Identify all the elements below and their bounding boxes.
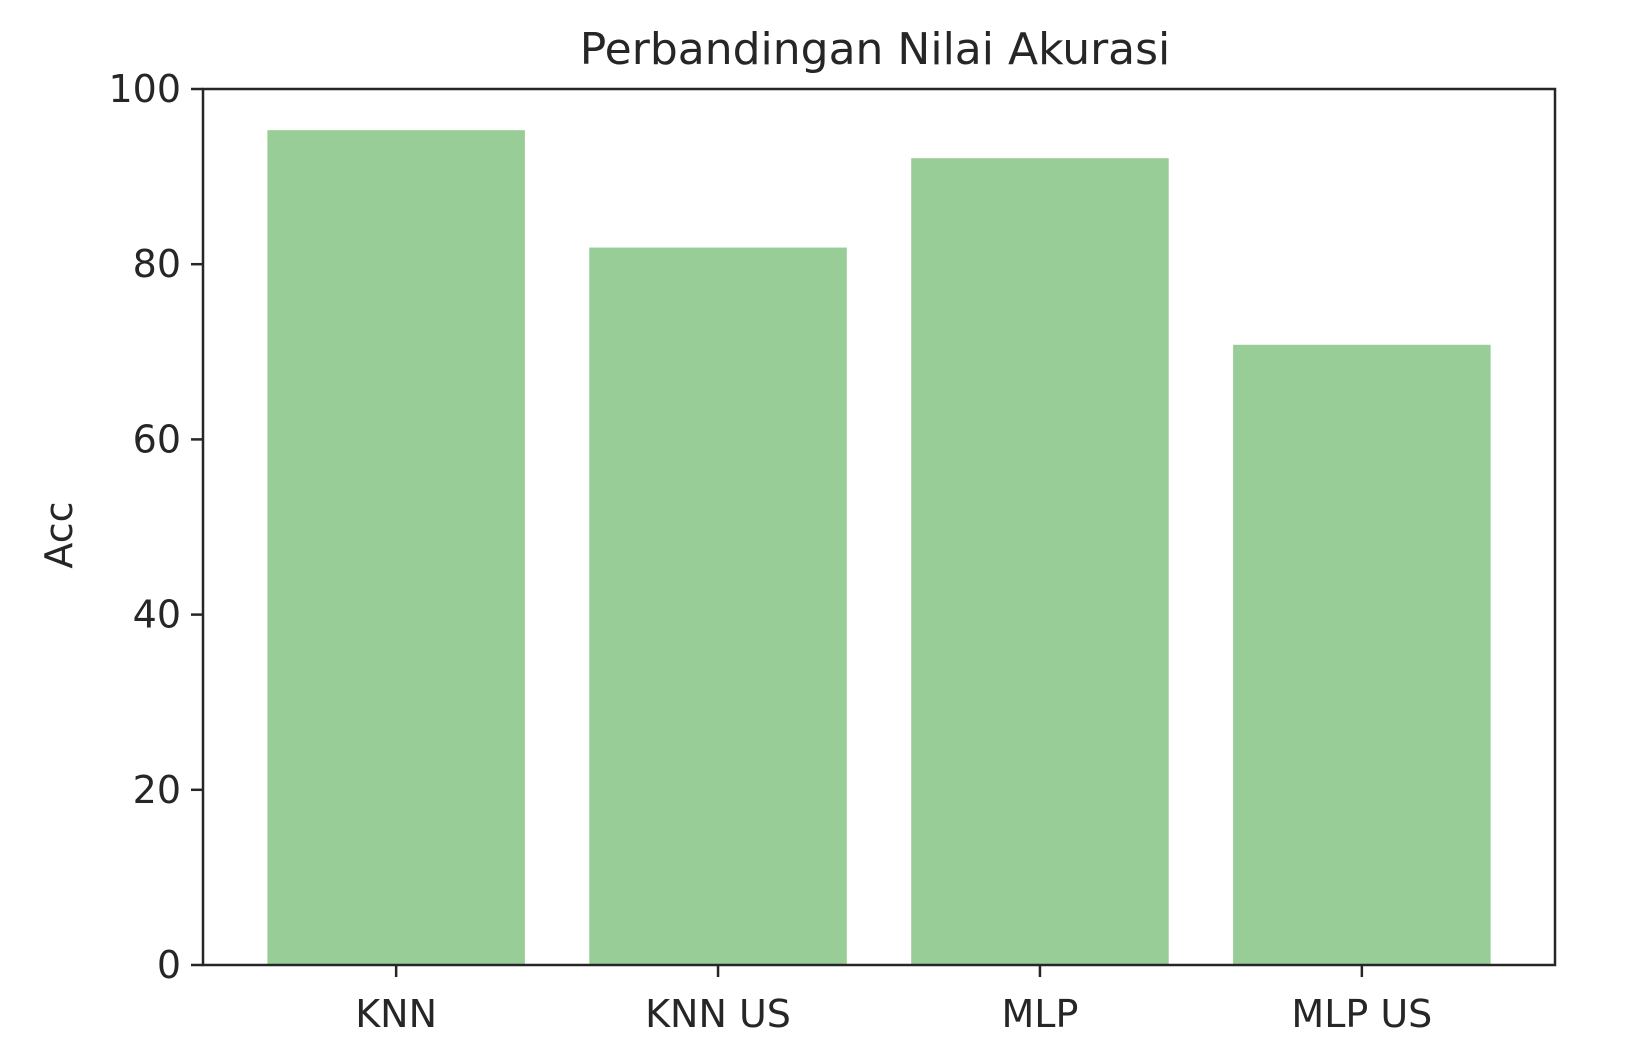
y-tick-label: 40 bbox=[133, 593, 181, 637]
y-axis-ticks: 0 20 40 60 80 100 bbox=[108, 67, 203, 987]
bar-knn-us bbox=[589, 247, 847, 965]
bar-knn bbox=[267, 130, 525, 965]
y-tick-label: 80 bbox=[133, 242, 181, 286]
x-tick-label: MLP bbox=[1002, 992, 1079, 1036]
y-axis-label: Acc bbox=[37, 501, 81, 568]
x-axis-ticks: KNN KNN US MLP MLP US bbox=[355, 965, 1432, 1036]
x-tick-label: KNN bbox=[355, 992, 437, 1036]
chart-title: Perbandingan Nilai Akurasi bbox=[580, 24, 1171, 75]
x-tick-label: KNN US bbox=[645, 992, 791, 1036]
y-tick-label: 60 bbox=[133, 417, 181, 461]
bar-series bbox=[267, 130, 1491, 966]
y-tick-label: 100 bbox=[108, 67, 181, 111]
bar-mlp-us bbox=[1233, 344, 1491, 965]
x-tick-label: MLP US bbox=[1291, 992, 1432, 1036]
plot-frame bbox=[201, 87, 1557, 967]
y-tick-label: 0 bbox=[157, 943, 181, 987]
bar-mlp bbox=[911, 158, 1169, 966]
y-tick-label: 20 bbox=[133, 768, 181, 812]
